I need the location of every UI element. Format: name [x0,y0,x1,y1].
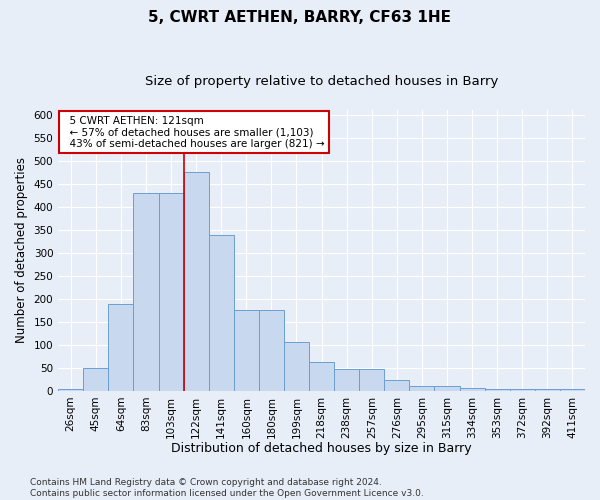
Bar [460,388,485,391]
Text: 5 CWRT AETHEN: 121sqm
  ← 57% of detached houses are smaller (1,103)
  43% of se: 5 CWRT AETHEN: 121sqm ← 57% of detached … [64,116,325,149]
Bar [309,362,334,391]
Y-axis label: Number of detached properties: Number of detached properties [15,158,28,344]
Bar [510,389,535,391]
Bar [385,380,409,391]
Bar [284,342,309,391]
Bar [259,310,284,391]
Bar [83,368,109,391]
X-axis label: Distribution of detached houses by size in Barry: Distribution of detached houses by size … [171,442,472,455]
Title: Size of property relative to detached houses in Barry: Size of property relative to detached ho… [145,75,498,88]
Bar [234,310,259,391]
Bar [485,388,510,391]
Bar [158,193,184,391]
Text: Contains HM Land Registry data © Crown copyright and database right 2024.
Contai: Contains HM Land Registry data © Crown c… [30,478,424,498]
Bar [560,388,585,391]
Bar [535,390,560,391]
Text: 5, CWRT AETHEN, BARRY, CF63 1HE: 5, CWRT AETHEN, BARRY, CF63 1HE [149,10,452,25]
Bar [409,386,434,391]
Bar [334,369,359,391]
Bar [58,388,83,391]
Bar [133,193,158,391]
Bar [434,386,460,391]
Bar [359,369,385,391]
Bar [109,304,133,391]
Bar [209,235,234,391]
Bar [184,172,209,391]
